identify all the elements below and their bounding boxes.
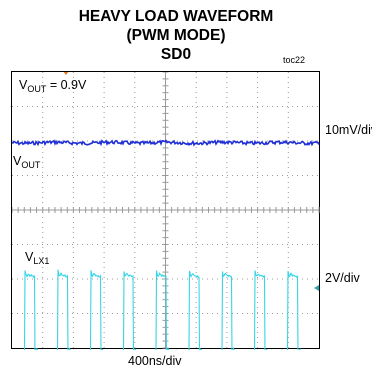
vlx1-trace-label-sub: LX1 [33, 256, 50, 266]
vout-annotation-sub: OUT [27, 84, 47, 94]
vout-scale-label: 10mV/div [325, 123, 372, 137]
vlx1-scale-label: 2V/div [325, 271, 360, 285]
figure-tag: toc22 [283, 55, 306, 65]
chart-title: HEAVY LOAD WAVEFORM [78, 8, 274, 25]
vlx1-trace [13, 269, 319, 350]
trigger-marker [63, 72, 69, 75]
vout-trace-label: VOUT [13, 154, 41, 170]
vout-trace-label-sub: OUT [21, 160, 41, 170]
vout-trace [12, 139, 320, 147]
x-axis-label: 400ns/div [128, 354, 182, 368]
chart-subtitle: (PWM MODE) [126, 27, 226, 44]
vout-annotation-value: = 0.9V [49, 78, 87, 92]
vout-annotation: VOUT = 0.9V [19, 78, 86, 94]
scope-plot-area [11, 71, 320, 350]
scope-grid [12, 72, 320, 350]
vlx1-trace-label: VLX1 [25, 250, 50, 266]
chart-subtitle-2: SD0 [160, 46, 192, 63]
vout-annotation-v: V [19, 78, 28, 92]
channel-reference-marker [314, 285, 319, 291]
